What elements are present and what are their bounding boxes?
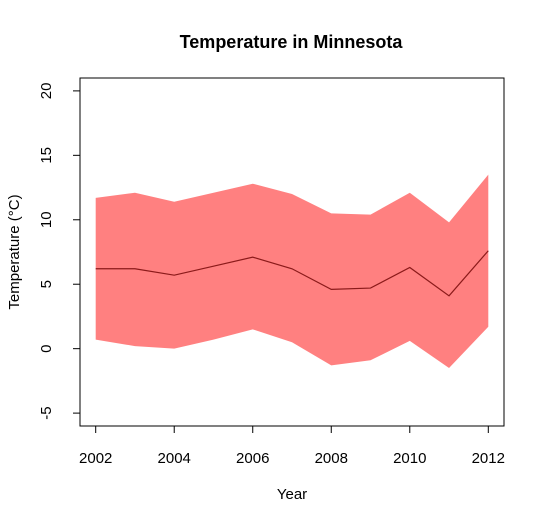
x-tick-label: 2008 [315,450,348,467]
x-tick-label: 2010 [393,450,426,467]
y-axis: -5 0 5 10 15 20 [38,83,81,420]
confidence-band [95,174,489,368]
y-tick-label: -5 [38,406,55,419]
x-tick-label: 2002 [79,450,112,467]
y-tick-label: 15 [38,147,55,164]
x-tick-label: 2012 [472,450,505,467]
y-tick-label: 10 [38,211,55,228]
mean-line [95,250,489,297]
chart-title: Temperature in Minnesota [180,32,404,52]
line-layer [95,250,489,297]
x-tick-label: 2006 [236,450,269,467]
y-axis-label: Temperature (°C) [6,194,23,309]
band-layer [95,174,489,368]
y-tick-label: 0 [38,344,55,352]
y-tick-label: 20 [38,83,55,100]
x-axis: 2002 2004 2006 2008 2010 2012 [79,425,505,467]
x-axis-label: Year [277,486,307,503]
y-tick-label: 5 [38,280,55,288]
x-tick-label: 2004 [158,450,191,467]
